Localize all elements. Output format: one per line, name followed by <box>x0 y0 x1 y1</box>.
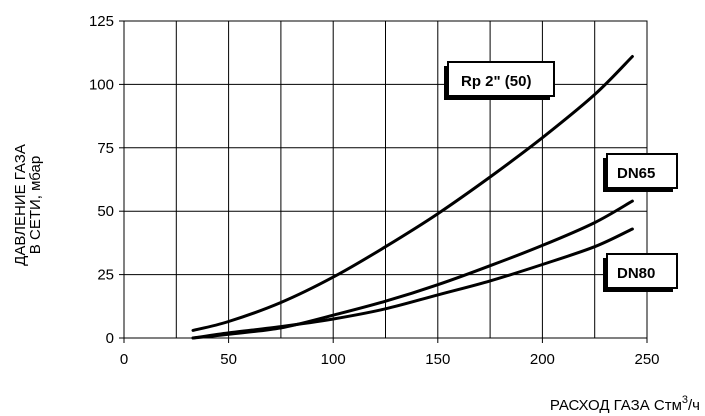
y-tick-label: 25 <box>97 267 114 284</box>
y-axis-ticks: 0 25 50 75 100 125 <box>89 13 124 347</box>
legend-box-rp2: Rp 2" (50) <box>444 61 555 100</box>
series-line-1 <box>191 199 634 340</box>
y-axis-label: ДАВЛЕНИЕ ГАЗА В СЕТИ, мбар <box>12 144 44 266</box>
legend-label-dn65: DN65 <box>617 165 655 182</box>
legend-box-dn80: DN80 <box>603 253 678 292</box>
legend-label-dn80: DN80 <box>617 265 655 282</box>
y-tick-label: 0 <box>106 330 114 347</box>
legend-box-dn65: DN65 <box>603 153 678 192</box>
x-tick-label: 50 <box>220 351 237 368</box>
y-axis-label-line2: В СЕТИ, мбар <box>27 156 44 254</box>
legend-label-rp2: Rp 2" (50) <box>461 73 531 90</box>
y-tick-label: 50 <box>97 203 114 220</box>
x-tick-label: 150 <box>425 351 450 368</box>
x-axis-label: РАСХОД ГАЗА Стм3/ч <box>550 394 700 414</box>
y-tick-label: 75 <box>97 140 114 157</box>
series-lines <box>191 55 634 340</box>
y-tick-label: 125 <box>89 13 114 30</box>
x-tick-label: 250 <box>634 351 659 368</box>
series-line-0 <box>191 55 634 332</box>
x-axis-ticks: 0 50 100 150 200 250 <box>120 338 660 368</box>
grid-lines <box>124 21 647 338</box>
x-tick-label: 100 <box>321 351 346 368</box>
y-tick-label: 100 <box>89 76 114 93</box>
x-tick-label: 200 <box>530 351 555 368</box>
x-tick-label: 0 <box>120 351 128 368</box>
series-line-2 <box>191 227 634 340</box>
y-axis-label-line1: ДАВЛЕНИЕ ГАЗА <box>12 144 29 266</box>
